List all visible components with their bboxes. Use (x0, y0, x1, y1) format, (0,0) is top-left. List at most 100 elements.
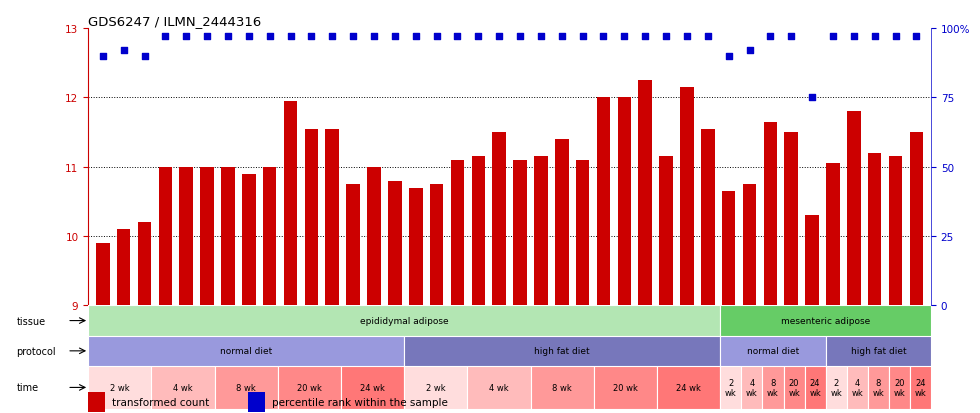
Point (596, 34, 612, 40)
Bar (847, 366, 868, 409)
Point (470, 34, 486, 40)
Text: 24
wk: 24 wk (914, 378, 926, 397)
Point (387, 34, 403, 40)
Point (367, 34, 382, 40)
Bar (117, 230, 130, 306)
Point (158, 34, 173, 40)
Bar (179, 167, 193, 306)
Point (95, 53, 111, 60)
Bar (742, 366, 762, 409)
Bar (597, 98, 611, 306)
Bar (514, 160, 527, 306)
Bar (910, 366, 931, 409)
Bar (471, 157, 485, 306)
Text: 4
wk: 4 wk (852, 378, 863, 397)
Bar (720, 306, 931, 336)
Point (575, 34, 591, 40)
Point (700, 34, 715, 40)
Bar (847, 112, 860, 306)
Bar (405, 336, 720, 366)
Text: 2
wk: 2 wk (830, 378, 842, 397)
Point (241, 34, 257, 40)
Bar (88, 336, 405, 366)
Point (721, 53, 737, 60)
Text: percentile rank within the sample: percentile rank within the sample (271, 397, 448, 407)
Text: 24 wk: 24 wk (361, 383, 385, 392)
Point (116, 48, 131, 55)
Text: epididymal adipose: epididymal adipose (360, 316, 449, 325)
Bar (909, 133, 923, 306)
Point (783, 34, 799, 40)
Point (491, 34, 507, 40)
Bar (805, 366, 826, 409)
Bar (388, 181, 402, 306)
Text: 24
wk: 24 wk (809, 378, 821, 397)
Bar (284, 102, 297, 306)
Bar (826, 366, 847, 409)
Text: 8 wk: 8 wk (236, 383, 256, 392)
Text: 8 wk: 8 wk (553, 383, 572, 392)
Text: 8
wk: 8 wk (872, 378, 884, 397)
Point (199, 34, 215, 40)
Bar (762, 366, 784, 409)
Bar (451, 160, 465, 306)
Bar (242, 174, 256, 306)
Bar (96, 243, 110, 306)
Bar (221, 167, 235, 306)
Text: 8
wk: 8 wk (767, 378, 779, 397)
Bar (868, 366, 889, 409)
Point (637, 34, 653, 40)
Bar (325, 129, 339, 306)
Text: 4
wk: 4 wk (746, 378, 758, 397)
Bar (430, 185, 443, 306)
Text: transformed count: transformed count (112, 397, 209, 407)
Bar (701, 129, 714, 306)
Bar (278, 366, 341, 409)
Point (908, 34, 924, 40)
Point (136, 53, 152, 60)
Bar (868, 154, 881, 306)
Bar (531, 366, 594, 409)
Bar (215, 366, 278, 409)
Point (324, 34, 340, 40)
Text: tissue: tissue (17, 316, 46, 326)
Point (846, 34, 861, 40)
Text: 20
wk: 20 wk (788, 378, 800, 397)
Text: normal diet: normal diet (220, 347, 272, 356)
Point (867, 34, 883, 40)
Bar (826, 336, 931, 366)
Text: time: time (17, 382, 38, 392)
Bar (159, 167, 172, 306)
Bar (889, 157, 903, 306)
Bar (341, 366, 404, 409)
Bar (743, 185, 757, 306)
Bar (784, 366, 805, 409)
Bar (368, 167, 381, 306)
Bar (576, 160, 589, 306)
Bar (617, 98, 631, 306)
Point (888, 34, 904, 40)
Point (304, 34, 319, 40)
Bar (555, 140, 568, 306)
Point (262, 34, 277, 40)
Bar (720, 366, 742, 409)
Bar (658, 366, 720, 409)
Point (282, 34, 298, 40)
Bar (680, 88, 694, 306)
Bar (720, 336, 826, 366)
Point (762, 34, 778, 40)
Bar (88, 306, 720, 336)
Bar (763, 122, 777, 306)
Point (220, 34, 236, 40)
Point (533, 34, 549, 40)
Point (554, 34, 569, 40)
Bar (889, 366, 910, 409)
Bar (405, 366, 467, 409)
Bar (638, 81, 652, 306)
Bar (534, 157, 548, 306)
Point (408, 34, 423, 40)
Text: 2 wk: 2 wk (110, 383, 129, 392)
Bar (263, 167, 276, 306)
Point (178, 34, 194, 40)
Bar (594, 366, 658, 409)
